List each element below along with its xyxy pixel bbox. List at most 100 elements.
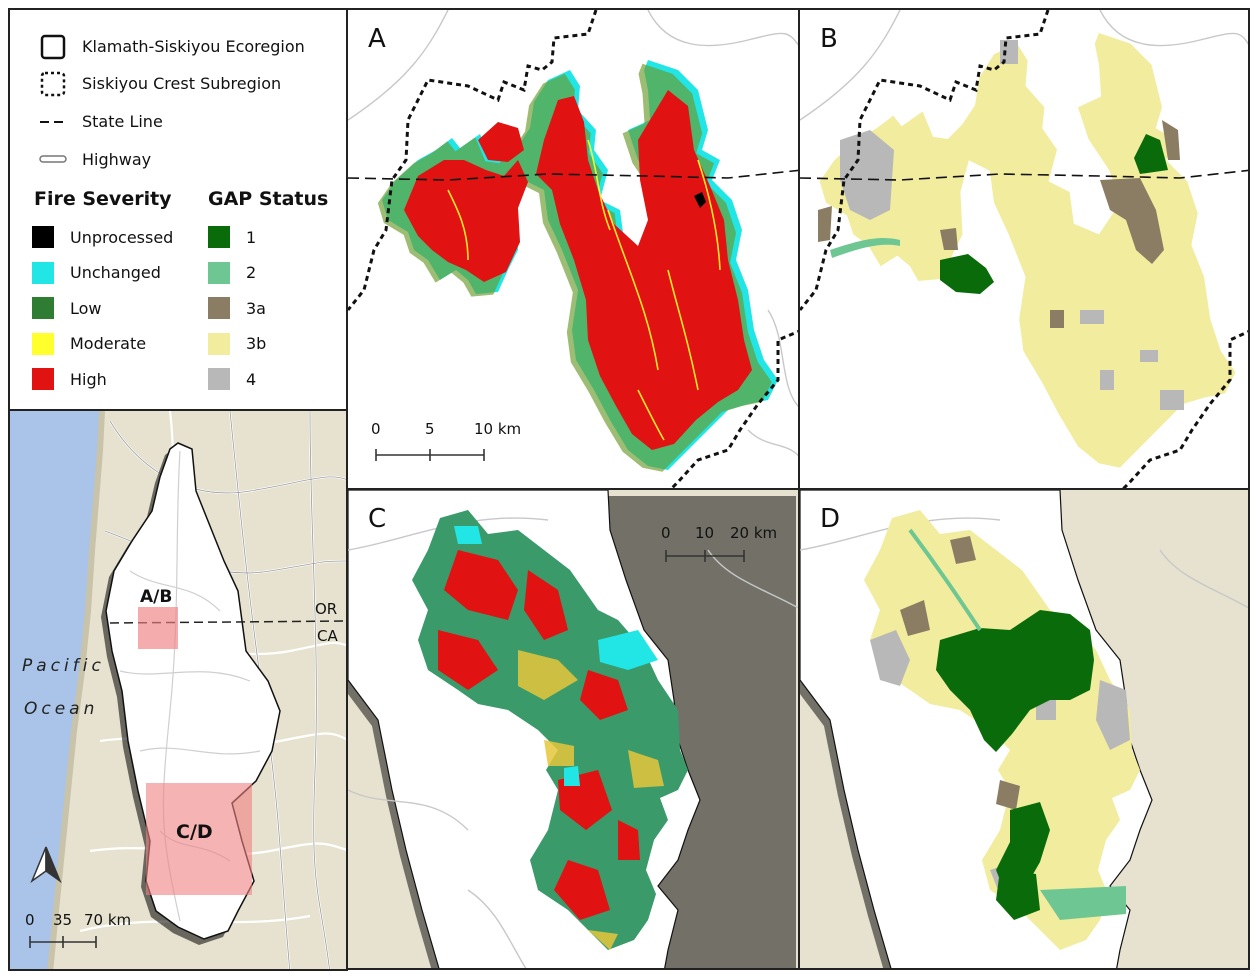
legend-swatch [208,297,230,319]
panel-c-unchanged [454,526,658,786]
legend-swatch [32,297,54,319]
panel-d-gap-3a [900,536,1020,810]
legend-item: Unchanged [32,261,161,284]
legend-item-label: Unchanged [70,263,161,282]
panel-a-subregion-boundary [348,10,598,311]
inset-label-cd: C/D [176,821,213,843]
legend-panel: Klamath-Siskiyou Ecoregion Siskiyou Cres… [8,8,348,411]
legend-item-label: 2 [246,263,257,282]
legend-swatch [32,226,54,248]
legend-item-label: Unprocessed [70,227,174,247]
gap-status-title: GAP Status [208,188,329,210]
solid-square-icon [40,34,66,60]
panel-b-gap-3b [819,32,1236,468]
panel-d-letter: D [820,504,841,534]
panel-c-high-severity [438,550,640,920]
panel-a-scale-bar [375,449,485,461]
panel-d-gap-1-south [996,802,1050,890]
legend-line-row: Highway [82,150,151,169]
legend-line-label: Siskiyou Crest Subregion [82,74,282,93]
overview-map-svg [10,411,346,969]
legend-item: 1 [208,226,256,248]
legend-swatch [32,368,54,390]
overview-scale-bar [29,936,97,948]
ocean-label-line1: Pacific [22,656,105,676]
highway-line-icon [39,155,67,163]
legend-item: 4 [208,368,256,390]
legend-item: 3b [208,332,267,355]
inset-label-ab: A/B [140,587,173,607]
legend-swatch [32,332,54,355]
panel-a-roads [348,10,798,457]
coastline [47,411,105,969]
legend-item: 3a [208,297,266,319]
overview-scale-tick: 0 [25,911,35,929]
legend-line-label: State Line [82,112,163,131]
panel-c-scale-tick: 20 km [730,524,778,542]
panel-a-svg [348,10,798,488]
legend-item-label: 4 [246,369,257,389]
panel-a-high-severity-west [404,160,528,282]
state-label-or: OR [315,600,338,618]
panel-d-gap-1 [936,610,1094,752]
legend-line-row: Klamath-Siskiyou Ecoregion [82,37,305,56]
panel-a-fire-severity: A 0 5 10 km [346,8,800,490]
legend-swatch [208,226,230,248]
panel-c-moderate-severity [518,650,664,950]
panel-b-gap-3a [818,120,1180,328]
panel-d-gap-1-southwest [996,870,1040,920]
panel-b-subregion-boundary-east [1121,330,1248,488]
dashed-square-icon [40,71,66,97]
legend-item-label: 3a [246,298,266,318]
panel-a-moderate-severity [447,139,721,441]
inset-box-cd [146,783,252,895]
panel-a-subregion-boundary-east [669,330,798,488]
legend-line-row: Siskiyou Crest Subregion [82,74,281,93]
legend-item: Low [32,297,102,319]
panel-c-svg [348,490,798,968]
legend-swatch [208,332,230,355]
north-arrow-icon [30,846,62,884]
ocean-label-line2: Ocean [24,699,99,719]
panel-d-gap-2-river [908,528,982,632]
overview-scale-tick: 70 km [84,911,132,929]
legend-swatch [208,261,230,284]
legend-item-label: Low [70,298,102,318]
panel-d-gap-2 [1040,886,1126,920]
panel-a-unprocessed [694,192,706,208]
legend-item-label: 3b [246,334,267,353]
panel-c-fire-severity: C 0 10 20 km [346,488,800,970]
panel-b-roads [800,10,1248,121]
legend-swatch [208,368,230,390]
panel-b-gap-4 [840,40,1184,410]
legend-line-label: Highway [82,150,152,169]
panel-a-scale-tick: 10 km [474,420,522,438]
panel-b-state-line [800,169,1248,181]
state-label-ca: CA [317,627,338,645]
overview-map: Pacific Ocean OR CA A/B C/D 0 35 70 km [8,409,348,971]
panel-c-scale-tick: 0 [661,524,671,542]
panel-a-high-severity-north [478,122,524,162]
fire-severity-title: Fire Severity [34,188,172,210]
legend-item-label: 1 [246,227,257,247]
legend-line-row: State Line [82,112,163,131]
inset-box-ab [138,607,178,649]
panel-b-letter: B [820,24,838,54]
panel-b-gap-2 [830,238,900,258]
panel-c-letter: C [368,504,387,534]
legend-item-label: Moderate [70,334,147,353]
panel-d-svg [800,490,1248,968]
panel-b-svg [800,10,1248,488]
legend-item-label: High [70,369,107,389]
legend-symbols [39,34,67,163]
panel-c-scale-tick: 10 [695,524,715,542]
panel-a-high-severity [536,90,752,450]
legend-item: Moderate [32,332,147,355]
panel-a-scale-tick: 0 [371,420,381,438]
panel-c-scale-bar [665,550,745,562]
legend-item: High [32,368,107,390]
panel-a-state-line [348,169,798,181]
panel-d-gap-status: D [798,488,1250,970]
legend-item: 2 [208,261,257,284]
legend-line-label: Klamath-Siskiyou Ecoregion [82,37,305,56]
